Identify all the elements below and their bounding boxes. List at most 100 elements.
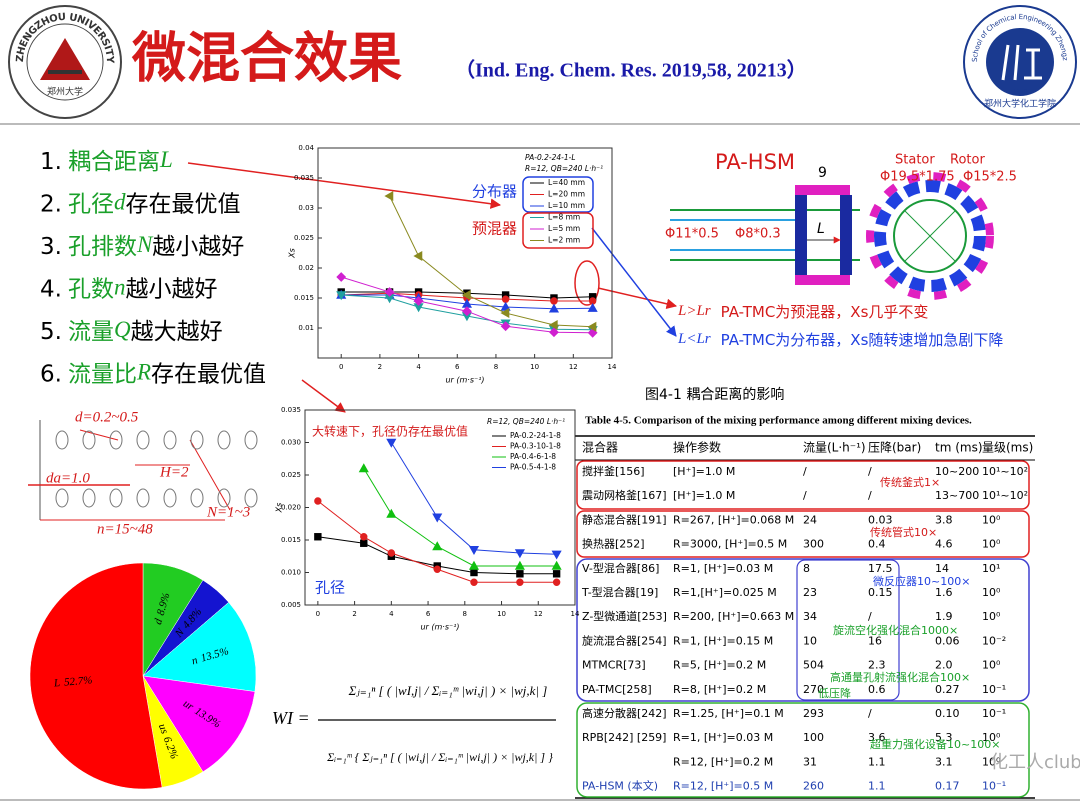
table-annotation: 传统釜式1× — [880, 475, 940, 489]
formula-lhs: WI = — [272, 708, 310, 728]
factor: 1. 耦合距离L — [40, 147, 173, 174]
table-cell: 静态混合器[191] — [582, 512, 667, 526]
table-cell: 旋流混合器[254] — [582, 633, 667, 647]
factor-number: 3. — [40, 234, 62, 260]
table-cell: 10~200 — [935, 465, 979, 478]
table-cell: 10⁰ — [982, 586, 1001, 599]
x-axis-label: ur (m·s⁻¹) — [445, 376, 484, 385]
comparison-table: 混合器 操作参数 流量(L·h⁻¹) 压降(bar) tm (ms) 量级(ms) 搅拌釜[… — [575, 435, 1035, 799]
data-point — [468, 546, 480, 555]
data-point — [548, 303, 560, 313]
y-tick-label: 0.015 — [294, 294, 314, 302]
table-cell: / — [868, 707, 872, 720]
table-cell: 4.6 — [935, 538, 953, 551]
factor-number: 2. — [40, 191, 62, 217]
legend-label: L=5 mm — [548, 224, 580, 233]
hole-label: n=15~48 — [97, 521, 153, 537]
table-cell: 13~700 — [935, 489, 979, 502]
device-diagram — [670, 172, 994, 300]
hole-label: H=2 — [159, 464, 189, 480]
data-point — [551, 550, 562, 560]
table-cell: 8 — [803, 562, 810, 575]
factor-term: 耦合距离 — [68, 149, 160, 175]
line-chart: 0.005 0.010 0.015 0.020 0.025 0.030 0.035 0 2 4 6 8… — [275, 406, 580, 632]
hole — [244, 430, 258, 450]
x-tick-label: 0 — [316, 610, 320, 618]
factor-var: n — [114, 275, 126, 300]
table-cell: 换热器[252] — [582, 537, 645, 551]
hole — [55, 488, 69, 508]
table-cell: 0.10 — [935, 707, 960, 720]
table-cell: 0.15 — [868, 586, 893, 599]
data-point — [314, 533, 322, 541]
hole — [244, 488, 258, 508]
hole — [82, 488, 96, 508]
table-cell: 10⁰ — [982, 755, 1001, 768]
table-cell: 10⁻¹ — [982, 780, 1006, 793]
pie-slice — [142, 675, 256, 773]
legend-label: L=8 mm — [548, 213, 580, 222]
y-tick-label: 0.035 — [294, 174, 314, 182]
table-cell: 搅拌釜[156] — [582, 464, 645, 478]
data-point — [549, 327, 559, 338]
pie-category: n — [190, 654, 199, 667]
table-cell: R=1, [H⁺]=0.15 M — [673, 634, 773, 647]
data-point — [552, 570, 561, 578]
formula-denominator: Σᵢ₌₁ᵐ { Σⱼ₌₁ⁿ [ ( |wi,j| / Σᵢ₌₁ᵐ |wi,j| … — [326, 750, 553, 764]
data-point — [384, 287, 395, 297]
table-header: 压降(bar) — [868, 441, 921, 455]
formula-numerator: Σⱼ₌₁ⁿ [ ( |wI,j| / Σᵢ₌₁ᵐ |wi,j| ) × |wj,… — [348, 683, 548, 698]
data-point — [336, 272, 347, 282]
conclusion-cond: L>Lr — [677, 303, 711, 319]
table-cell: [H⁺]=1.0 M — [673, 465, 735, 478]
hole — [82, 430, 96, 450]
table-cell: 0.27 — [935, 683, 960, 696]
table-cell: V-型混合器[86] — [582, 561, 659, 575]
table-cell: 1.1 — [868, 755, 886, 768]
conclusion: L>Lr PA-TMC为预混器，Xs几乎不变 — [677, 303, 928, 321]
legend-label: PA-0.2-24-1-8 — [510, 431, 561, 440]
table-cell: / — [803, 489, 807, 502]
device-gap: 9 — [818, 165, 827, 181]
table-cell: 10¹~10² — [982, 489, 1028, 502]
table-cell: 10⁰ — [982, 659, 1001, 672]
group-label: 分布器 — [472, 183, 517, 201]
data-point — [548, 319, 558, 331]
pie-value: 52.7% — [64, 674, 93, 688]
table-cell: 260 — [803, 780, 824, 793]
factor-number: 1. — [40, 149, 62, 175]
table-cell: 10⁻² — [982, 634, 1006, 647]
hole — [163, 430, 177, 450]
table-cell: 31 — [803, 755, 817, 768]
data-point — [413, 250, 423, 262]
y-tick-label: 0.030 — [281, 439, 301, 447]
factor-term: 孔径 — [68, 191, 114, 217]
figure-caption: 图4-1 耦合距离的影响 — [645, 386, 784, 403]
legend-label: L=20 mm — [548, 190, 585, 199]
table-cell: 震动网格釜[167] — [582, 488, 667, 502]
table-cell: 1.6 — [935, 586, 953, 599]
data-point — [551, 560, 562, 570]
logo-seal: 郑州大学化工学院 — [984, 98, 1056, 110]
pie-slice — [29, 562, 163, 790]
factor-term: 流量比 — [68, 361, 137, 387]
conclusion: L<Lr PA-TMC为分布器，Xs随转速增加急剧下降 — [677, 331, 1003, 349]
data-point — [500, 307, 510, 319]
series-line — [389, 195, 593, 328]
legend-label: PA-0.4-6-1-8 — [510, 452, 556, 461]
table-cell: 0.4 — [868, 538, 886, 551]
factor-term: 孔排数 — [68, 234, 137, 260]
hole — [217, 488, 231, 508]
y-tick-label: 0.015 — [281, 536, 301, 544]
table-cell: 10¹~10² — [982, 465, 1028, 478]
data-point — [516, 578, 524, 586]
table-annotation: 低压降 — [818, 686, 851, 700]
data-point — [514, 549, 525, 559]
factor-var: L — [159, 147, 173, 172]
table-cell: 10⁻¹ — [982, 683, 1006, 696]
factor-term: 孔数 — [68, 276, 114, 302]
table-annotation: 高通量孔射流强化混合100× — [830, 670, 970, 684]
data-point — [386, 438, 397, 448]
legend-title: PA-0.2-24-1-L — [525, 153, 576, 162]
